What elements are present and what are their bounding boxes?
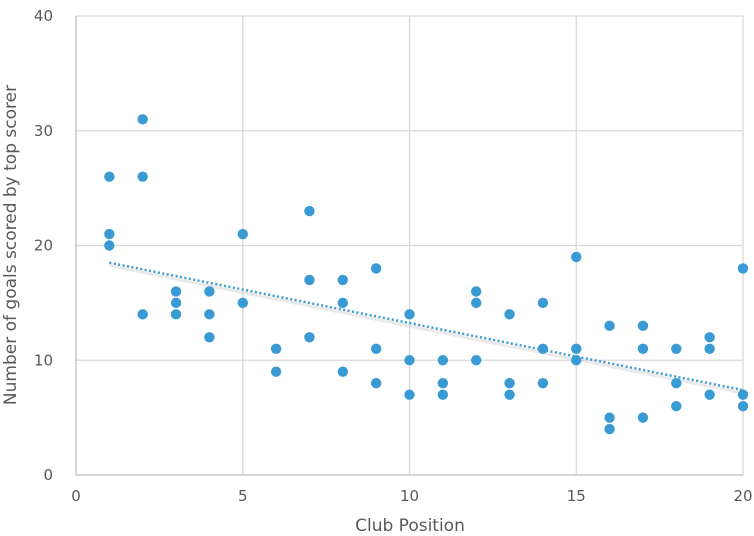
data-point [504,378,515,389]
grid-lines [76,15,744,475]
data-point [637,343,649,354]
data-point [104,240,115,251]
data-point [137,114,148,125]
data-point [170,309,182,320]
data-point [671,343,682,354]
data-point [104,228,115,240]
axes [75,16,743,476]
data-point [437,355,449,366]
data-point [437,378,449,389]
x-tick-label: 15 [567,487,586,505]
data-point [204,286,215,297]
y-tick-label: 40 [34,7,53,25]
data-point [237,228,248,240]
data-point [471,355,482,366]
data-point [270,366,282,377]
data-points [104,114,749,435]
data-point [737,263,749,274]
data-point [404,309,415,320]
x-axis-title: Club Position [355,516,465,536]
data-point [671,400,682,412]
x-tick-label: 20 [733,487,752,505]
data-point [471,286,482,297]
data-point [637,412,649,423]
data-point [471,297,482,309]
data-point [270,343,282,354]
data-point [704,389,715,400]
data-point [704,343,715,354]
data-point [304,332,315,343]
tick-labels: 0 5 10 15 20 0 10 20 30 40 [34,7,753,505]
data-point [370,378,382,389]
trendline-layer [109,261,744,395]
data-point [237,297,248,309]
data-point [604,423,615,435]
data-point [337,366,348,377]
y-tick-label: 10 [34,351,53,369]
data-point [504,309,515,320]
data-point [304,274,315,286]
data-point [504,389,515,400]
data-point [304,205,315,217]
data-point [604,320,615,332]
data-point [137,171,148,182]
data-point [737,389,749,400]
y-tick-label: 30 [34,122,53,140]
x-tick-label: 0 [71,487,81,505]
trendline-shadow [109,264,744,395]
data-point [170,297,182,309]
data-point [104,171,115,182]
data-point [204,332,215,343]
data-point [571,343,582,354]
data-point [571,355,582,366]
data-point [337,297,348,309]
data-point [204,309,215,320]
data-point [437,389,449,400]
data-point [637,320,649,332]
data-point [404,389,415,400]
data-point [404,355,415,366]
data-point [537,297,549,309]
x-tick-label: 5 [238,487,248,505]
data-point [370,343,382,354]
data-point [337,274,348,286]
data-point [537,378,549,389]
data-point [604,412,615,423]
data-point [137,309,148,320]
y-tick-label: 0 [43,466,53,484]
data-point [571,251,582,263]
data-point [537,343,549,354]
data-point [671,378,682,389]
y-tick-label: 20 [34,237,53,255]
x-tick-label: 10 [400,487,419,505]
data-point [737,400,749,412]
y-axis-title: Number of goals scored by top scorer [1,85,21,405]
data-point [704,332,715,343]
data-point [170,286,182,297]
data-point [370,263,382,274]
